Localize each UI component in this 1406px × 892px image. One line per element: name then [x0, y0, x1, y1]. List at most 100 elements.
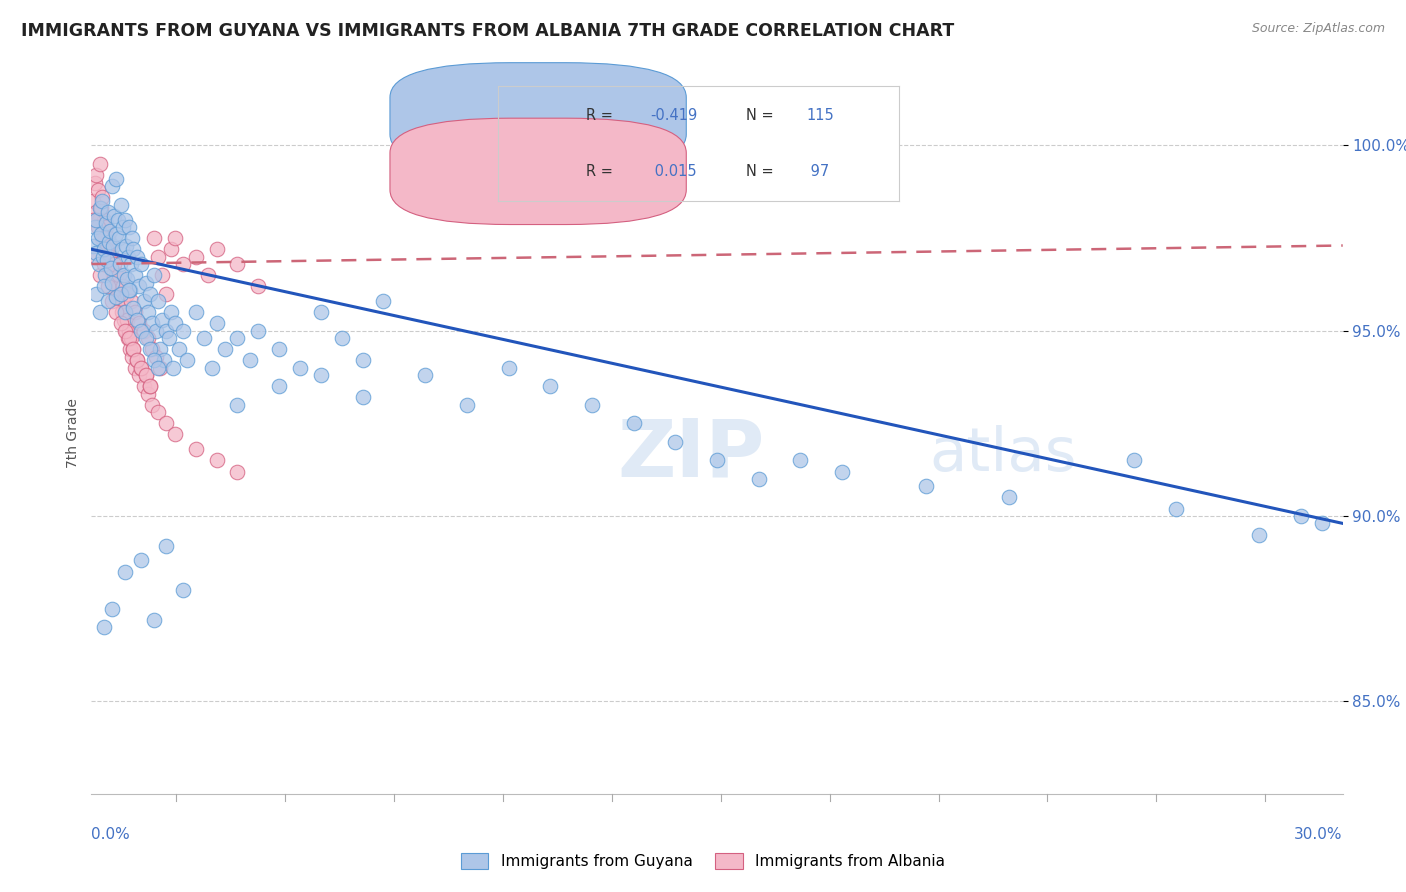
- Point: [118, 331, 141, 345]
- Point: [111, 305, 134, 319]
- Point: [150, 268, 173, 282]
- Point: [122, 301, 145, 316]
- Point: [1310, 516, 1333, 531]
- Point: [93, 242, 115, 256]
- Point: [84, 286, 107, 301]
- Point: [136, 331, 159, 345]
- Point: [101, 276, 124, 290]
- Point: [115, 312, 138, 326]
- Point: [201, 360, 224, 375]
- Point: [97, 279, 120, 293]
- Point: [538, 379, 561, 393]
- Point: [184, 442, 207, 457]
- Point: [117, 250, 139, 264]
- Point: [184, 305, 207, 319]
- Point: [214, 343, 236, 357]
- Point: [110, 286, 132, 301]
- Point: [131, 324, 153, 338]
- Point: [131, 553, 153, 567]
- Point: [105, 290, 128, 304]
- Point: [82, 238, 104, 252]
- Point: [288, 360, 311, 375]
- Point: [103, 257, 125, 271]
- Point: [108, 294, 131, 309]
- Point: [143, 268, 166, 282]
- Point: [97, 205, 120, 219]
- Point: [98, 224, 121, 238]
- Point: [97, 235, 120, 249]
- Point: [104, 227, 127, 242]
- Point: [120, 343, 142, 357]
- Point: [748, 472, 770, 486]
- Point: [86, 231, 108, 245]
- Point: [93, 257, 115, 271]
- Point: [114, 212, 136, 227]
- Point: [789, 453, 811, 467]
- Point: [149, 343, 172, 357]
- Point: [104, 276, 127, 290]
- Point: [97, 231, 120, 245]
- Y-axis label: 7th Grade: 7th Grade: [66, 398, 80, 467]
- Point: [141, 398, 163, 412]
- Point: [89, 305, 111, 319]
- Point: [84, 205, 107, 219]
- Point: [184, 250, 207, 264]
- Point: [139, 286, 162, 301]
- Point: [94, 231, 117, 245]
- Point: [93, 620, 115, 634]
- Point: [581, 398, 603, 412]
- Point: [139, 343, 162, 357]
- Point: [91, 250, 114, 264]
- Point: [172, 583, 194, 598]
- Point: [163, 427, 186, 442]
- Point: [89, 202, 111, 216]
- Point: [139, 379, 162, 393]
- Point: [157, 331, 180, 345]
- Point: [124, 305, 146, 319]
- Point: [97, 250, 120, 264]
- Point: [101, 601, 124, 615]
- Point: [105, 305, 128, 319]
- Point: [110, 198, 132, 212]
- Point: [456, 398, 478, 412]
- Point: [132, 324, 155, 338]
- Point: [131, 360, 153, 375]
- Point: [309, 305, 332, 319]
- Point: [205, 316, 228, 330]
- Text: 0.0%: 0.0%: [91, 827, 131, 842]
- Point: [128, 368, 150, 383]
- Point: [84, 250, 107, 264]
- Point: [107, 268, 129, 282]
- Point: [141, 343, 163, 357]
- Point: [149, 360, 172, 375]
- Point: [124, 360, 146, 375]
- Point: [120, 283, 142, 297]
- Point: [205, 453, 228, 467]
- Point: [86, 219, 108, 234]
- Point: [82, 212, 104, 227]
- Point: [94, 216, 117, 230]
- Point: [117, 331, 139, 345]
- Point: [121, 350, 143, 364]
- Point: [108, 257, 131, 271]
- Point: [122, 242, 145, 256]
- Point: [159, 242, 181, 256]
- Point: [131, 257, 153, 271]
- Point: [135, 331, 157, 345]
- Point: [167, 343, 190, 357]
- Point: [114, 324, 136, 338]
- Point: [86, 183, 108, 197]
- Point: [352, 353, 374, 368]
- Point: [107, 231, 129, 245]
- Point: [309, 368, 332, 383]
- Point: [155, 539, 177, 553]
- Point: [155, 324, 177, 338]
- Point: [110, 286, 132, 301]
- Point: [226, 331, 249, 345]
- Point: [115, 286, 138, 301]
- Point: [141, 316, 163, 330]
- Point: [107, 286, 129, 301]
- Point: [1249, 527, 1271, 541]
- Point: [94, 242, 117, 256]
- Point: [135, 368, 157, 383]
